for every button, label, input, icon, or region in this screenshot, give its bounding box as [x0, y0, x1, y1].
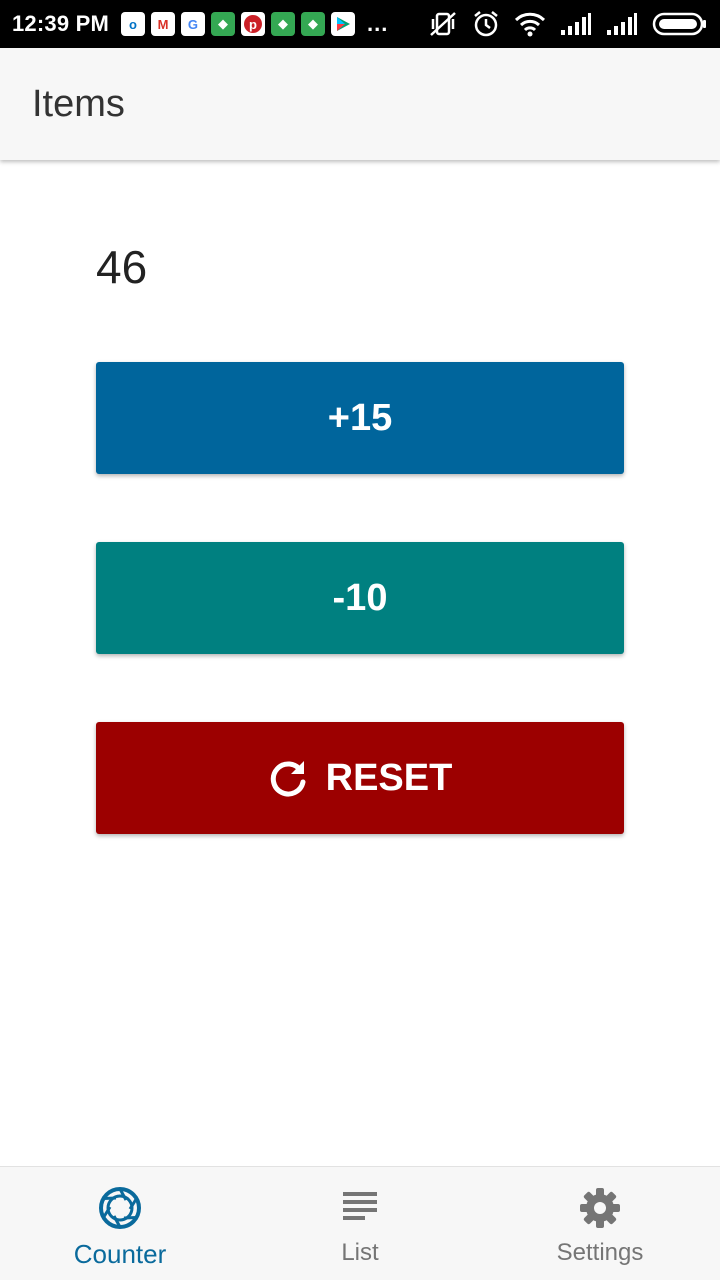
battery-icon — [652, 11, 708, 37]
pinterest-icon: p — [240, 12, 265, 36]
more-notifications: ... — [366, 11, 389, 36]
nav-item-settings[interactable]: Settings — [480, 1167, 720, 1280]
outlook-icon: o — [120, 12, 145, 36]
nav-label-counter: Counter — [73, 1239, 167, 1269]
app-bar: Items — [0, 48, 720, 160]
gear-icon — [577, 1185, 623, 1231]
nav-label-settings: Settings — [556, 1239, 644, 1266]
page-title: Items — [32, 82, 125, 125]
list-icon — [337, 1185, 383, 1231]
google-icon: G — [180, 12, 205, 36]
nav-item-list[interactable]: List — [240, 1167, 480, 1280]
notification-icons: o M G ◆ p ◆ ◆ ... — [120, 11, 389, 37]
decrement-button-label: -10 — [332, 576, 388, 619]
counter-value: 46 — [96, 241, 148, 293]
signal-icon — [560, 12, 592, 36]
aperture-icon — [97, 1185, 143, 1231]
reset-button[interactable]: RESET — [96, 722, 624, 834]
status-time: 12:39 PM — [12, 11, 109, 36]
refresh-icon — [268, 757, 310, 799]
system-status-icons — [428, 10, 708, 38]
nav-item-counter[interactable]: Counter — [0, 1167, 240, 1280]
maps-icon: ◆ — [270, 12, 295, 36]
maps-icon: ◆ — [210, 12, 235, 36]
alarm-icon — [472, 10, 500, 38]
wifi-icon — [514, 11, 546, 37]
play-store-icon — [330, 12, 355, 36]
svg-text:p: p — [249, 17, 257, 32]
vibrate-off-icon — [428, 11, 458, 37]
decrement-button[interactable]: -10 — [96, 542, 624, 654]
gmail-icon: M — [150, 12, 175, 36]
increment-button[interactable]: +15 — [96, 362, 624, 474]
increment-button-label: +15 — [327, 396, 393, 439]
status-bar: 12:39 PM o M G ◆ p ◆ ◆ ... — [0, 0, 720, 48]
maps-icon: ◆ — [300, 12, 325, 36]
bottom-nav: Counter List — [0, 1166, 720, 1280]
nav-label-list: List — [341, 1239, 379, 1266]
signal-icon — [606, 12, 638, 36]
reset-button-label: RESET — [325, 756, 453, 799]
